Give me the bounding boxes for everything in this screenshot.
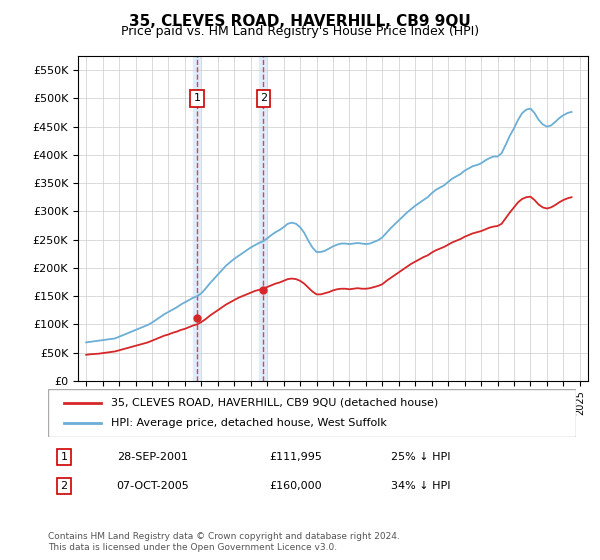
Text: 25% ↓ HPI: 25% ↓ HPI [391, 452, 451, 462]
Text: 1: 1 [194, 93, 201, 103]
Text: Contains HM Land Registry data © Crown copyright and database right 2024.
This d: Contains HM Land Registry data © Crown c… [48, 532, 400, 552]
Text: 35, CLEVES ROAD, HAVERHILL, CB9 9QU (detached house): 35, CLEVES ROAD, HAVERHILL, CB9 9QU (det… [112, 398, 439, 408]
Text: 35, CLEVES ROAD, HAVERHILL, CB9 9QU: 35, CLEVES ROAD, HAVERHILL, CB9 9QU [129, 14, 471, 29]
Text: Price paid vs. HM Land Registry's House Price Index (HPI): Price paid vs. HM Land Registry's House … [121, 25, 479, 38]
Text: 2: 2 [60, 481, 67, 491]
Text: £160,000: £160,000 [270, 481, 322, 491]
Text: 34% ↓ HPI: 34% ↓ HPI [391, 481, 451, 491]
Text: 1: 1 [61, 452, 67, 462]
Text: £111,995: £111,995 [270, 452, 323, 462]
Text: 28-SEP-2001: 28-SEP-2001 [116, 452, 188, 462]
Text: HPI: Average price, detached house, West Suffolk: HPI: Average price, detached house, West… [112, 418, 387, 428]
Text: 07-OCT-2005: 07-OCT-2005 [116, 481, 190, 491]
Bar [259, 56, 266, 381]
Text: 2: 2 [260, 93, 267, 103]
FancyBboxPatch shape [48, 389, 576, 437]
Bar [193, 56, 200, 381]
